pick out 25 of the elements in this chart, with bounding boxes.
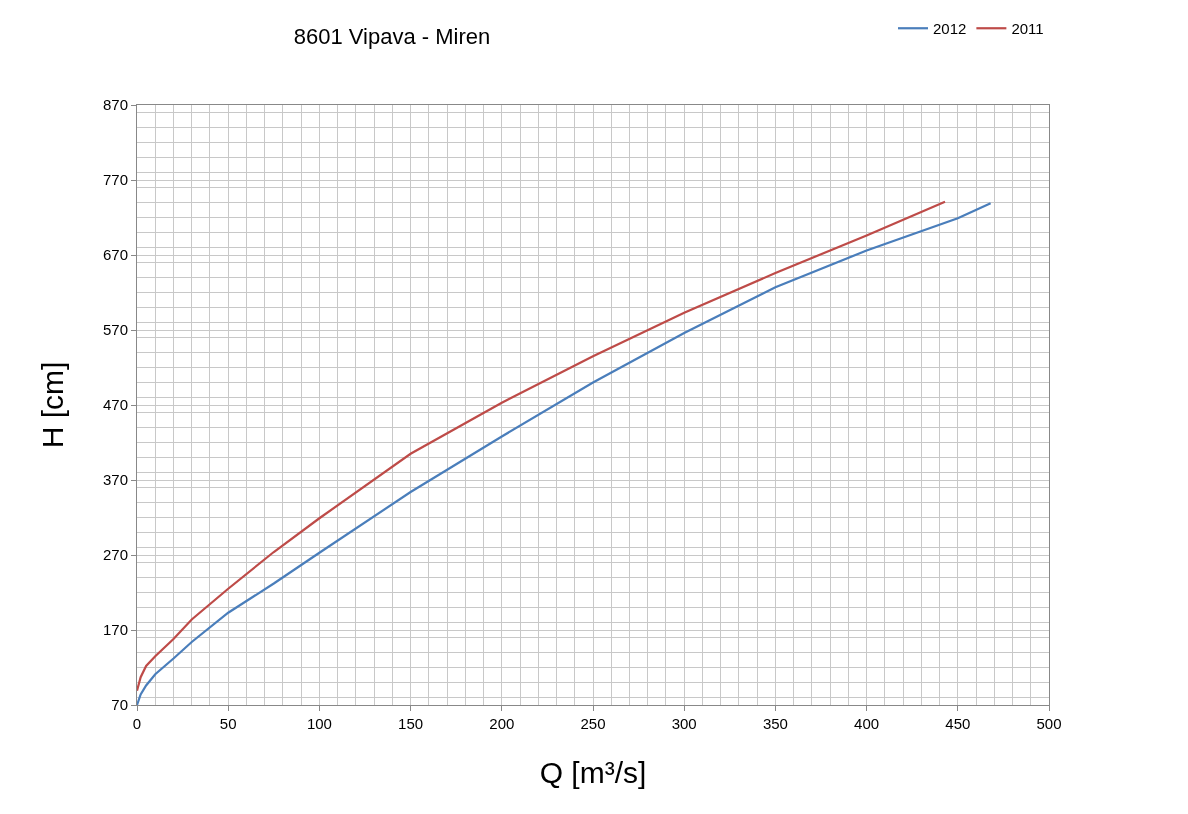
y-tick-label: 470 bbox=[102, 396, 128, 414]
y-tick-label: 370 bbox=[102, 471, 128, 489]
x-tick-label: 300 bbox=[671, 715, 697, 732]
x-tick-label: 150 bbox=[398, 715, 424, 732]
x-tick-label: 0 bbox=[132, 715, 142, 732]
x-tick-label: 450 bbox=[945, 715, 971, 732]
y-tick-label: 770 bbox=[102, 171, 128, 189]
y-axis-title: H [cm] bbox=[35, 361, 69, 449]
x-tick-label: 100 bbox=[306, 715, 332, 732]
x-axis-title: Q [m³/s] bbox=[539, 755, 647, 789]
y-tick-label: 570 bbox=[102, 321, 128, 339]
x-tick-label: 400 bbox=[854, 715, 880, 732]
x-tick-label: 200 bbox=[489, 715, 515, 732]
y-tick-label: 870 bbox=[102, 96, 128, 114]
x-tick-label: 250 bbox=[580, 715, 606, 732]
chart-title: 8601 Vipava - Miren bbox=[293, 23, 491, 49]
y-tick-label: 70 bbox=[111, 696, 128, 714]
legend-label: 2011 bbox=[1011, 20, 1044, 38]
y-tick-label: 670 bbox=[102, 246, 128, 264]
x-tick-label: 350 bbox=[762, 715, 788, 732]
y-tick-label: 270 bbox=[102, 546, 128, 564]
legend-label: 2012 bbox=[933, 20, 967, 38]
y-tick-label: 170 bbox=[102, 621, 128, 639]
x-tick-label: 500 bbox=[1036, 715, 1062, 732]
x-tick-label: 50 bbox=[219, 715, 237, 732]
